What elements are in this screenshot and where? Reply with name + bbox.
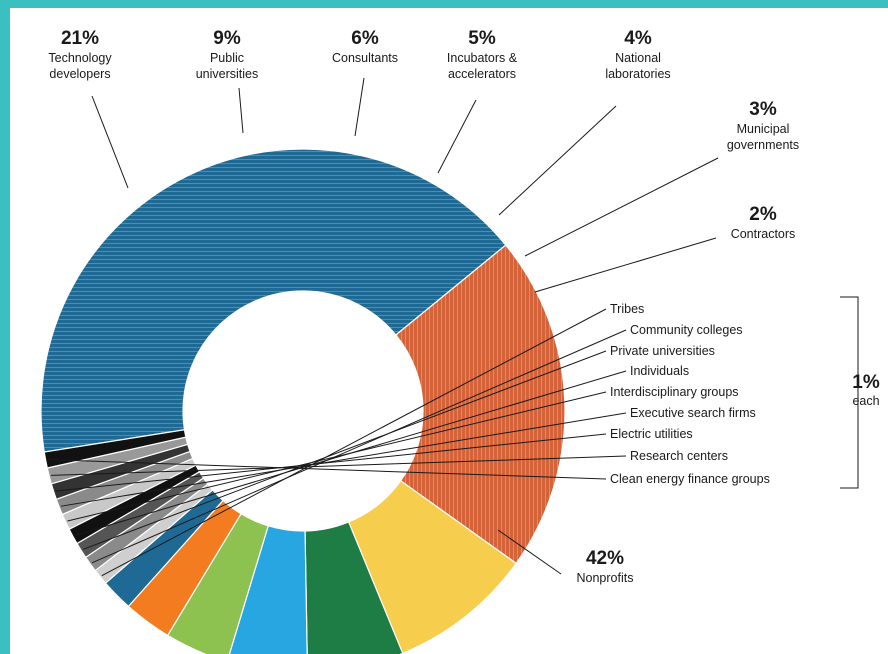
leader-consultants bbox=[354, 77, 365, 137]
category-label-incubators-and-accelerators: accelerators bbox=[448, 67, 516, 81]
category-label-clean-energy-finance-groups: Clean energy finance groups bbox=[610, 472, 770, 486]
category-label-contractors: Contractors bbox=[731, 227, 796, 241]
pct-label-nonprofits: 42% bbox=[586, 548, 624, 569]
leader-public-universities bbox=[238, 87, 244, 134]
pct-label-national-laboratories: 4% bbox=[624, 28, 652, 49]
category-label-incubators-and-accelerators: Incubators & bbox=[447, 51, 518, 65]
leader-interdisciplinary-groups bbox=[67, 391, 607, 522]
leader-incubators-and-accelerators bbox=[437, 99, 477, 174]
group-bracket bbox=[840, 296, 859, 489]
category-label-executive-search-firms: Executive search firms bbox=[630, 406, 756, 420]
pct-label-municipal-governments: 3% bbox=[749, 99, 777, 120]
leader-private-universities bbox=[82, 350, 607, 550]
group-each-label: each bbox=[852, 394, 879, 408]
slice-incubators-and-accelerators bbox=[228, 525, 308, 654]
leader-contractors bbox=[534, 237, 717, 293]
pct-label-incubators-and-accelerators: 5% bbox=[468, 28, 496, 49]
category-label-tribes: Tribes bbox=[610, 302, 644, 316]
category-label-nonprofits: Nonprofits bbox=[577, 571, 634, 585]
category-label-municipal-governments: governments bbox=[727, 138, 799, 152]
group-pct-label: 1% bbox=[852, 372, 880, 393]
category-label-national-laboratories: National bbox=[615, 51, 661, 65]
category-label-consultants: Consultants bbox=[332, 51, 398, 65]
slice-consultants bbox=[304, 521, 404, 654]
category-label-public-universities: universities bbox=[196, 67, 259, 81]
slice-technology-developers bbox=[395, 244, 566, 565]
pct-label-public-universities: 9% bbox=[213, 28, 241, 49]
category-label-technology-developers: Technology bbox=[48, 51, 112, 65]
leader-research-centers bbox=[51, 455, 627, 476]
leader-clean-energy-finance-groups bbox=[47, 459, 607, 480]
category-label-municipal-governments: Municipal bbox=[737, 122, 790, 136]
leader-technology-developers bbox=[91, 95, 129, 189]
category-label-public-universities: Public bbox=[210, 51, 244, 65]
category-label-interdisciplinary-groups: Interdisciplinary groups bbox=[610, 385, 739, 399]
leader-electric-utilities bbox=[55, 433, 607, 492]
leader-community-colleges bbox=[91, 329, 627, 564]
category-label-community-colleges: Community colleges bbox=[630, 323, 743, 337]
category-label-research-centers: Research centers bbox=[630, 449, 728, 463]
pct-label-consultants: 6% bbox=[351, 28, 379, 49]
pct-label-contractors: 2% bbox=[749, 204, 777, 225]
category-label-national-laboratories: laboratories bbox=[605, 67, 670, 81]
category-label-individuals: Individuals bbox=[630, 364, 689, 378]
category-label-private-universities: Private universities bbox=[610, 344, 715, 358]
leader-nonprofits bbox=[497, 529, 562, 575]
category-label-technology-developers: developers bbox=[49, 67, 110, 81]
slice-clean-energy-finance-groups bbox=[43, 429, 187, 469]
pct-label-technology-developers: 21% bbox=[61, 28, 99, 49]
category-label-electric-utilities: Electric utilities bbox=[610, 427, 693, 441]
donut-chart: 21% Technology developers 9% Public universit… bbox=[40, 28, 880, 654]
chart-frame: 21% Technology developers 9% Public universit… bbox=[10, 8, 888, 654]
leader-municipal-governments bbox=[524, 157, 719, 257]
leader-national-laboratories bbox=[498, 105, 617, 216]
leader-executive-search-firms bbox=[60, 412, 627, 507]
slice-nonprofits bbox=[40, 148, 507, 453]
leader-tribes bbox=[101, 308, 607, 577]
